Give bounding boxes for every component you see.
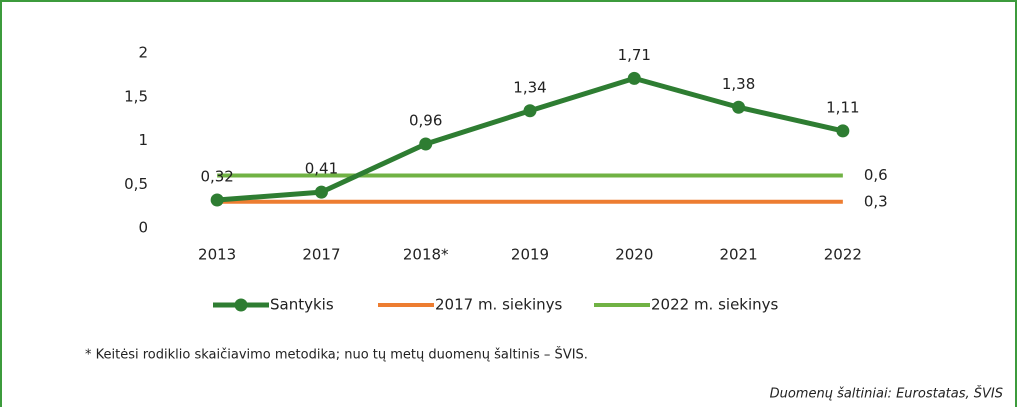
- legend-label: 2017 m. siekinys: [435, 296, 563, 314]
- data-label: 1,11: [826, 98, 859, 116]
- end-label: 0,3: [864, 192, 888, 210]
- series-line: [216, 75, 844, 203]
- marker: [732, 100, 746, 114]
- data-label: 1,71: [618, 46, 651, 64]
- marker: [523, 104, 537, 118]
- marker: [627, 71, 641, 85]
- x-tick-label: 2021: [719, 246, 757, 264]
- end-label: 0,6: [864, 166, 888, 184]
- marker: [836, 124, 850, 138]
- y-tick-label: 2: [138, 44, 148, 62]
- y-tick-label: 1,5: [124, 87, 148, 105]
- y-tick-label: 0: [138, 219, 148, 237]
- legend-marker: [234, 298, 248, 312]
- footnote: * Keitėsi rodiklio skaičiavimo metodika;…: [85, 347, 588, 363]
- marker: [210, 193, 224, 207]
- marker: [314, 185, 328, 199]
- x-tick-label: 2017: [302, 246, 340, 264]
- data-label: 0,41: [305, 160, 338, 178]
- legend-label: 2022 m. siekinys: [651, 296, 779, 314]
- source: Duomenų šaltiniai: Eurostatas, ŠVIS: [770, 386, 1003, 402]
- y-tick-label: 1: [138, 131, 148, 149]
- x-tick-label: 2020: [615, 246, 653, 264]
- data-label: 1,38: [722, 75, 755, 93]
- x-tick-label: 2019: [511, 246, 549, 264]
- legend-label: Santykis: [270, 296, 334, 314]
- data-label: 0,32: [200, 168, 233, 186]
- y-tick-label: 0,5: [124, 175, 148, 193]
- x-tick-label: 2018*: [403, 246, 449, 264]
- data-label: 1,34: [513, 78, 546, 96]
- data-label: 0,96: [409, 112, 442, 130]
- marker: [419, 137, 433, 151]
- x-tick-label: 2022: [824, 246, 862, 264]
- x-tick-label: 2013: [198, 246, 236, 264]
